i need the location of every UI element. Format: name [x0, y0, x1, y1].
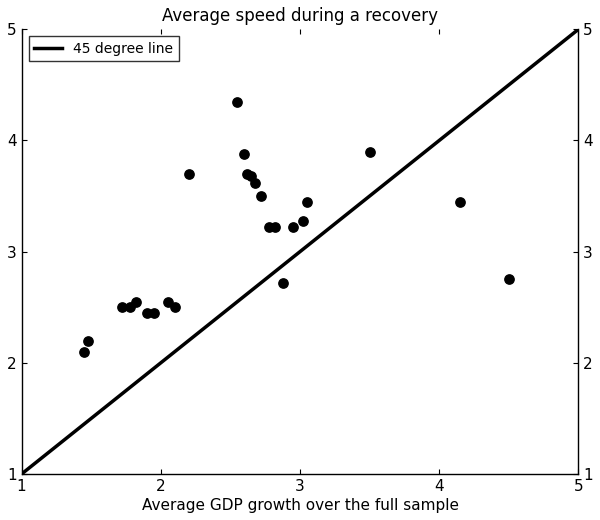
- Point: [233, 97, 242, 106]
- Point: [117, 303, 127, 311]
- Point: [149, 309, 158, 317]
- Point: [288, 223, 298, 231]
- Point: [131, 297, 140, 306]
- Point: [247, 172, 256, 180]
- Point: [265, 223, 274, 231]
- Point: [256, 192, 266, 200]
- Point: [170, 303, 179, 311]
- Point: [251, 178, 260, 187]
- X-axis label: Average GDP growth over the full sample: Average GDP growth over the full sample: [142, 498, 458, 513]
- Point: [365, 148, 374, 156]
- Title: Average speed during a recovery: Average speed during a recovery: [162, 7, 438, 25]
- Point: [142, 309, 152, 317]
- Point: [455, 198, 465, 206]
- Point: [163, 297, 173, 306]
- Point: [125, 303, 135, 311]
- Point: [278, 279, 288, 287]
- Legend: 45 degree line: 45 degree line: [29, 36, 179, 61]
- Point: [298, 216, 308, 225]
- Point: [79, 347, 89, 356]
- Point: [504, 275, 514, 283]
- Point: [302, 198, 312, 206]
- Point: [184, 170, 193, 178]
- Point: [83, 336, 93, 345]
- Point: [270, 223, 280, 231]
- Point: [239, 150, 249, 158]
- Point: [242, 170, 252, 178]
